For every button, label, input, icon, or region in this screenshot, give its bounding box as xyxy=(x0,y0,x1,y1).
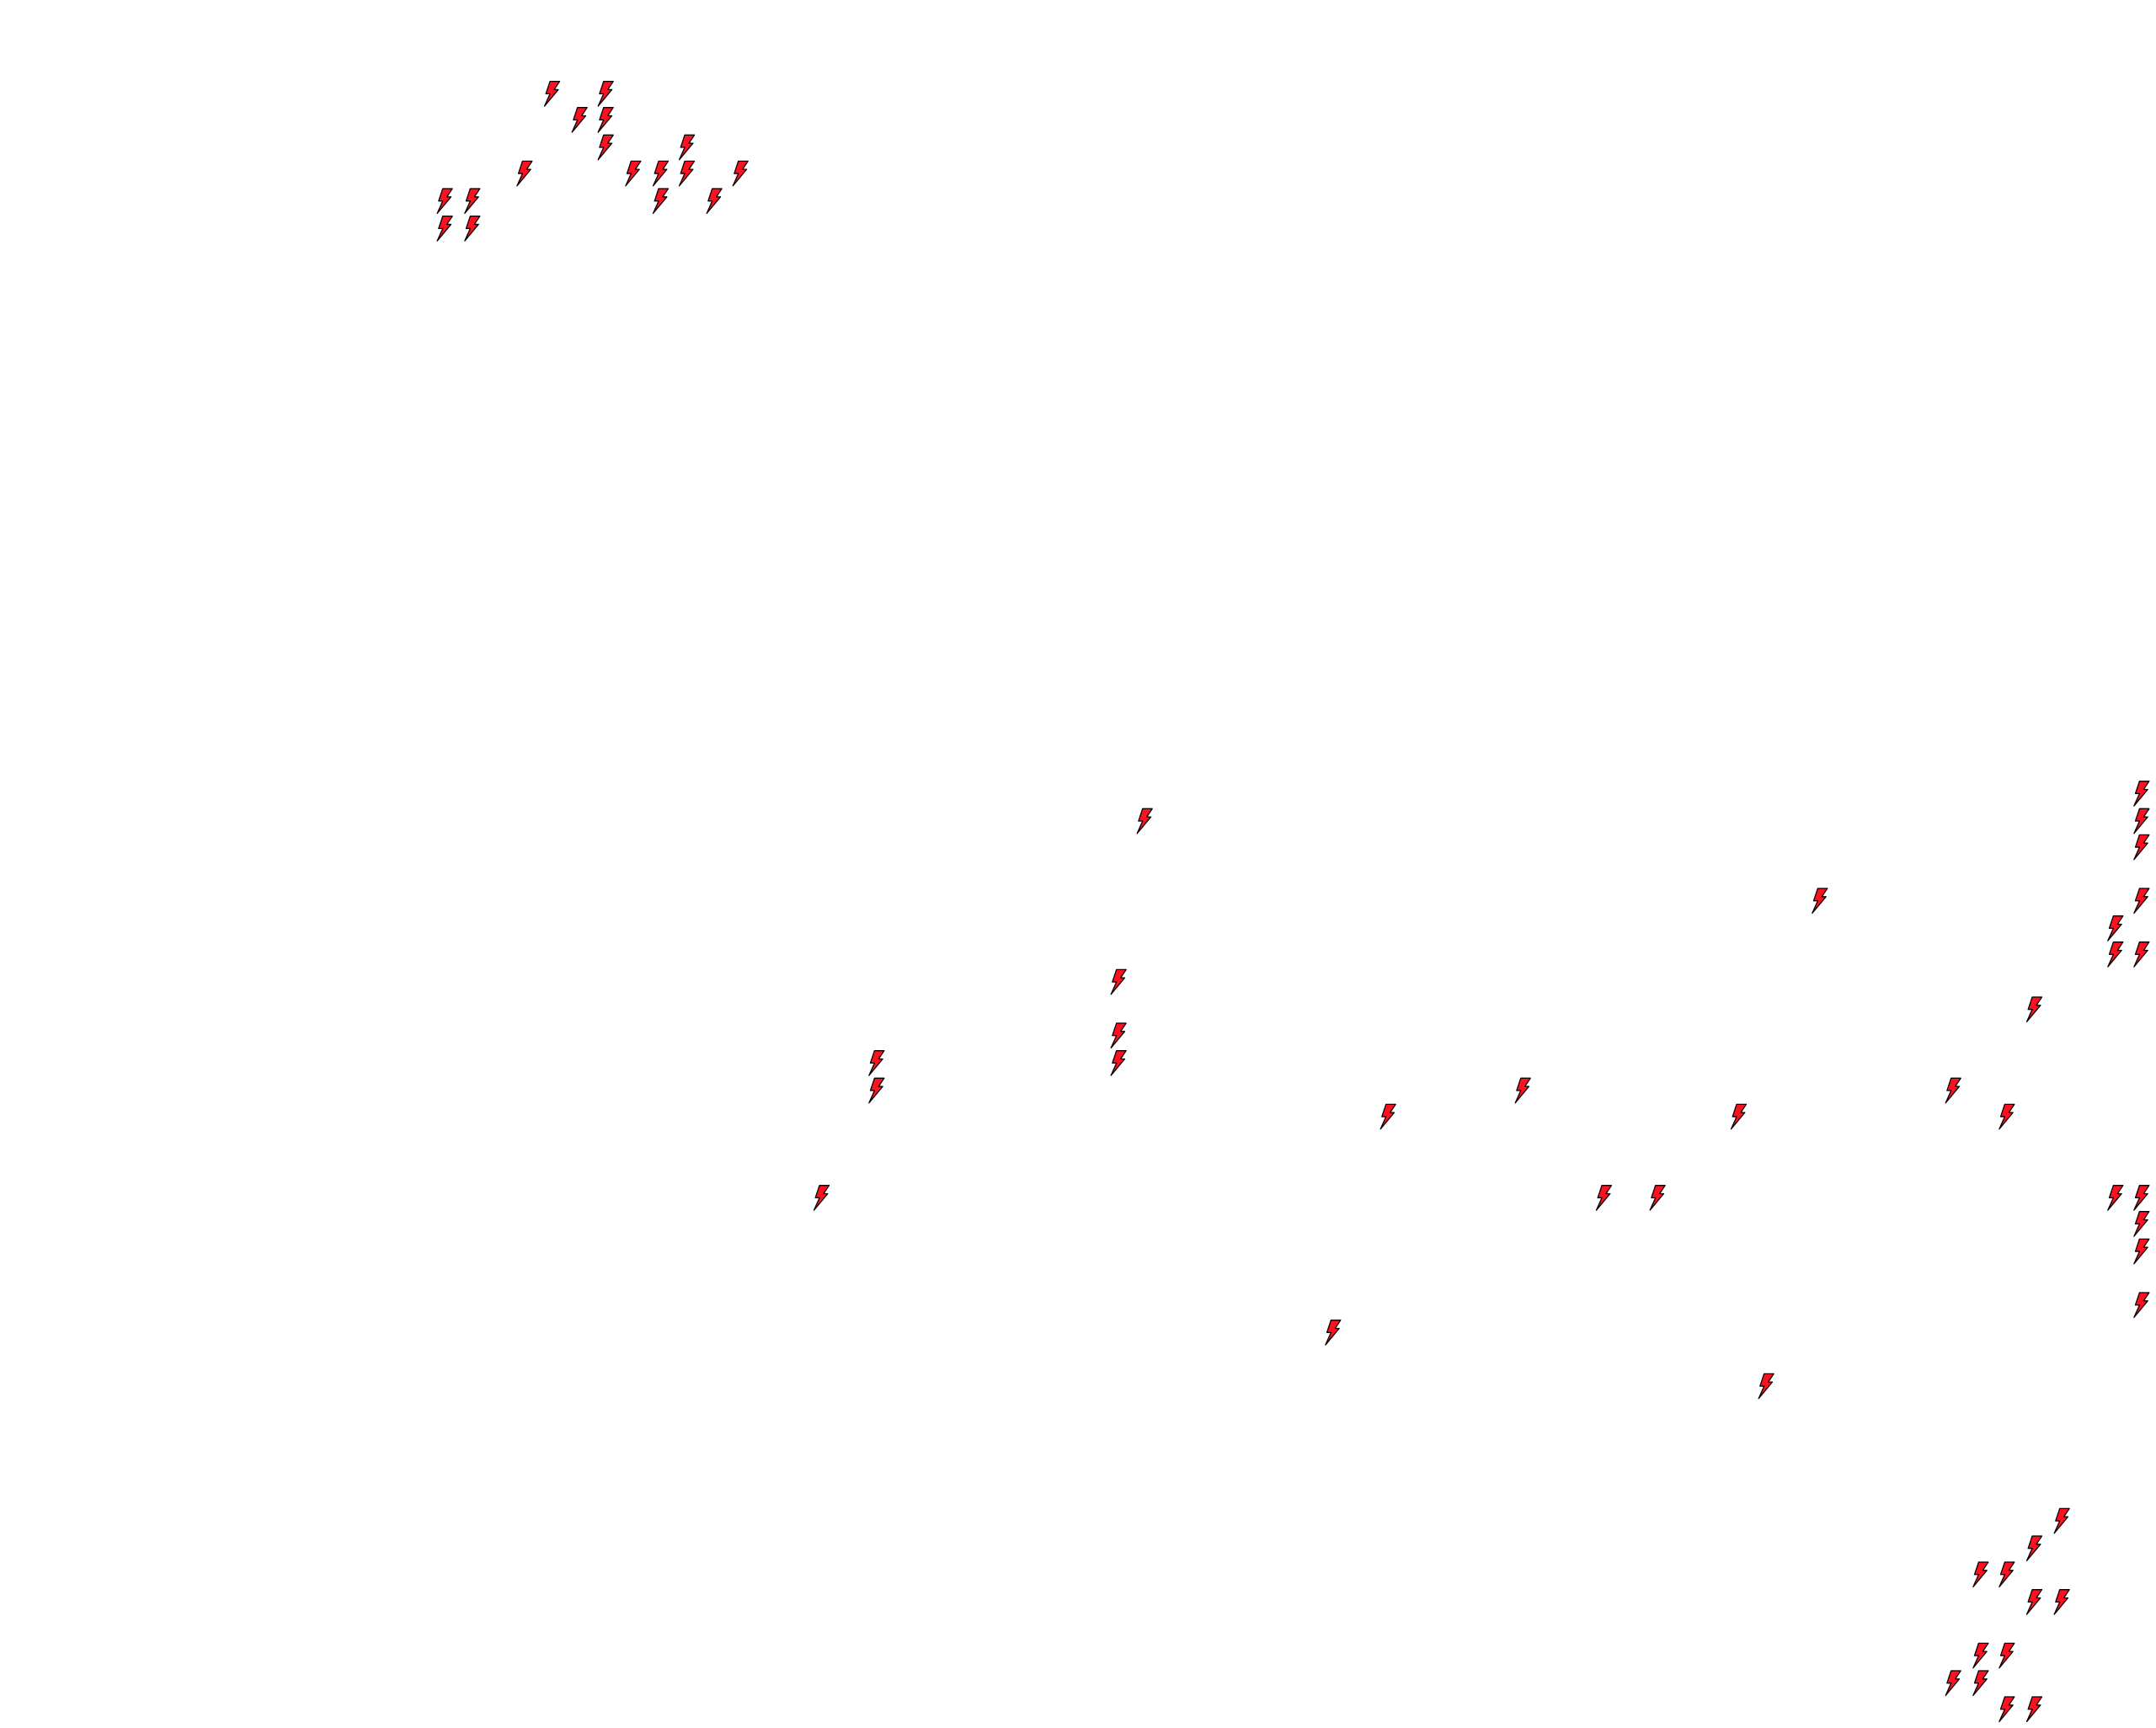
lightning-bolt-icon[interactable] xyxy=(516,160,533,187)
lightning-bolt-icon[interactable] xyxy=(1999,1642,2015,1669)
lightning-bolt-icon[interactable] xyxy=(2133,808,2150,835)
lightning-bolt-icon[interactable] xyxy=(597,134,614,161)
lightning-bolt-icon[interactable] xyxy=(678,134,696,161)
lightning-bolt-icon[interactable] xyxy=(1972,1561,1989,1588)
lightning-bolt-icon[interactable] xyxy=(732,160,749,187)
lightning-bolt-icon[interactable] xyxy=(1812,888,1828,915)
lightning-bolt-icon[interactable] xyxy=(2133,1211,2150,1237)
lightning-bolt-icon[interactable] xyxy=(868,1077,885,1104)
lightning-bolt-icon[interactable] xyxy=(2133,1185,2150,1211)
lightning-bolt-icon[interactable] xyxy=(436,216,453,242)
lightning-bolt-icon[interactable] xyxy=(625,160,642,187)
lightning-bolt-icon[interactable] xyxy=(1972,1670,1989,1697)
lightning-bolt-icon[interactable] xyxy=(1730,1103,1748,1130)
lightning-bolt-icon[interactable] xyxy=(813,1185,830,1211)
lightning-bolt-icon[interactable] xyxy=(1110,1050,1127,1076)
lightning-bolt-icon[interactable] xyxy=(1325,1320,1342,1346)
lightning-bolt-icon[interactable] xyxy=(2107,941,2124,968)
lightning-bolt-icon[interactable] xyxy=(1945,1670,1961,1697)
lightning-bolt-icon[interactable] xyxy=(1999,1103,2015,1130)
lightning-bolt-icon[interactable] xyxy=(464,188,481,215)
lightning-bolt-icon[interactable] xyxy=(652,188,670,215)
lightning-bolt-icon[interactable] xyxy=(1972,1642,1989,1669)
lightning-bolt-icon[interactable] xyxy=(2133,781,2150,807)
lightning-bolt-icon[interactable] xyxy=(1110,968,1127,995)
lightning-bolt-icon[interactable] xyxy=(1380,1103,1396,1130)
lightning-bolt-icon[interactable] xyxy=(1595,1185,1613,1211)
lightning-bolt-icon[interactable] xyxy=(597,107,614,133)
lightning-bolt-icon[interactable] xyxy=(2133,1292,2150,1319)
lightning-bolt-icon[interactable] xyxy=(571,107,588,133)
lightning-bolt-icon[interactable] xyxy=(2107,1185,2124,1211)
lightning-bolt-icon[interactable] xyxy=(464,216,481,242)
lightning-bolt-icon[interactable] xyxy=(1136,808,1153,835)
lightning-bolt-icon[interactable] xyxy=(678,160,696,187)
lightning-bolt-icon[interactable] xyxy=(2107,915,2124,941)
lightning-bolt-icon[interactable] xyxy=(2133,1238,2150,1265)
lightning-bolt-icon[interactable] xyxy=(2025,1589,2043,1615)
lightning-bolt-icon[interactable] xyxy=(1945,1077,1961,1104)
lightning-bolt-icon[interactable] xyxy=(2053,1507,2070,1534)
lightning-bolt-icon[interactable] xyxy=(1758,1373,1774,1400)
lightning-bolt-icon[interactable] xyxy=(1110,1022,1127,1049)
lightning-bolt-icon[interactable] xyxy=(2133,834,2150,861)
lightning-bolt-icon[interactable] xyxy=(436,188,453,215)
lightning-bolt-icon[interactable] xyxy=(543,81,561,107)
lightning-bolt-icon[interactable] xyxy=(2053,1589,2070,1615)
lightning-bolt-icon[interactable] xyxy=(652,160,670,187)
lightning-bolt-icon[interactable] xyxy=(1999,1696,2015,1723)
lightning-bolt-icon[interactable] xyxy=(597,81,614,107)
lightning-bolt-icon[interactable] xyxy=(2133,888,2150,915)
lightning-bolt-icon[interactable] xyxy=(706,188,723,215)
lightning-bolt-icon[interactable] xyxy=(1649,1185,1666,1211)
lightning-bolt-icon[interactable] xyxy=(868,1050,885,1076)
lightning-bolt-icon[interactable] xyxy=(2025,1535,2043,1562)
lightning-bolt-icon[interactable] xyxy=(1514,1077,1531,1104)
lightning-bolt-icon[interactable] xyxy=(2025,1696,2043,1723)
lightning-bolt-icon[interactable] xyxy=(1999,1561,2015,1588)
lightning-bolt-icon[interactable] xyxy=(2133,941,2150,968)
lightning-bolt-icon[interactable] xyxy=(2025,996,2043,1023)
